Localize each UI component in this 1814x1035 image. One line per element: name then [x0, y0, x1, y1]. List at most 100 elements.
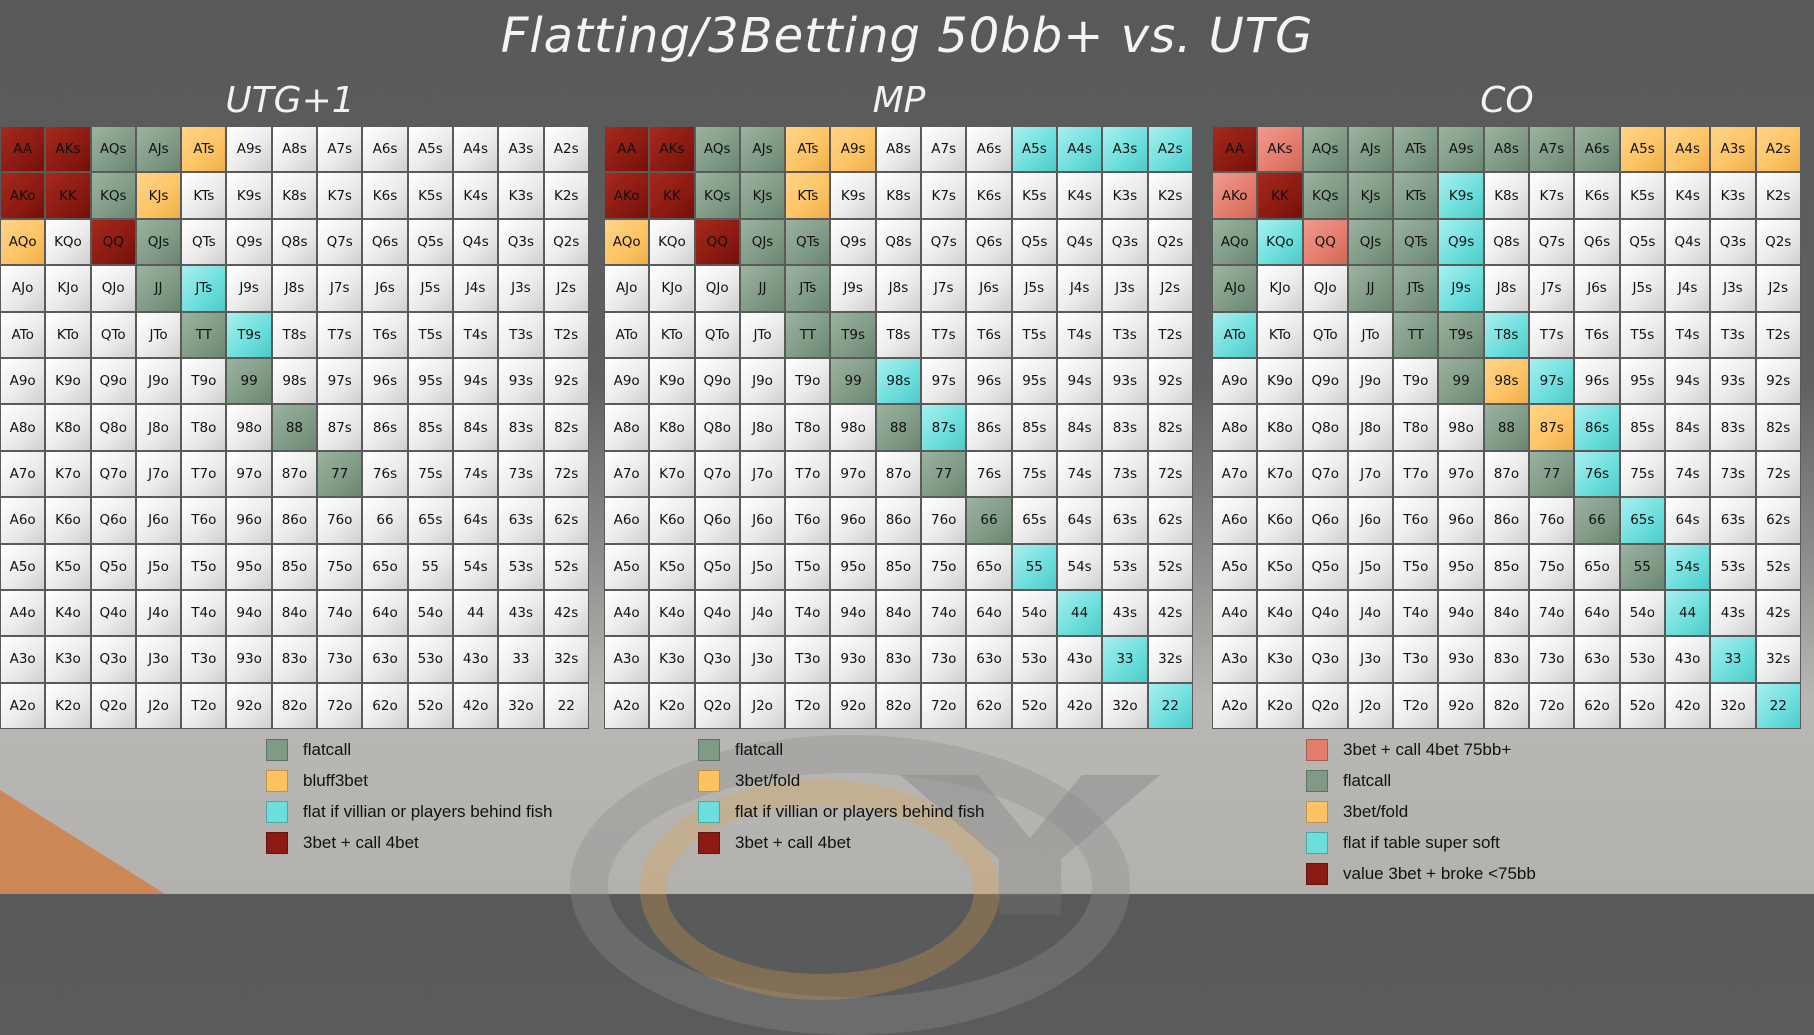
- hand-cell-q8o: Q8o: [1302, 404, 1348, 451]
- hand-cell-a8s: A8s: [1483, 126, 1530, 173]
- hand-cell-kqo: KQo: [45, 218, 91, 266]
- hand-cell-54s: 54s: [452, 543, 499, 590]
- hand-cell-q9s: Q9s: [830, 218, 876, 266]
- hand-cell-44: 44: [452, 589, 499, 637]
- hand-cell-ato: ATo: [604, 311, 650, 358]
- hand-cell-a4s: A4s: [1056, 126, 1103, 173]
- hand-cell-q3o: Q3o: [90, 636, 136, 683]
- hand-cell-j8o: J8o: [739, 404, 786, 451]
- hand-cell-jto: JTo: [1347, 311, 1394, 358]
- hand-cell-74o: 74o: [317, 589, 363, 637]
- hand-cell-92s: 92s: [543, 357, 589, 405]
- hand-cell-q7s: Q7s: [317, 218, 363, 266]
- legend-swatch-bluff: [698, 769, 720, 792]
- hand-cell-aqs: AQs: [694, 126, 740, 173]
- hand-cell-94o: 94o: [226, 589, 272, 637]
- hand-cell-aks: AKs: [1257, 126, 1303, 173]
- hand-cell-43s: 43s: [1102, 589, 1148, 637]
- hand-cell-63o: 63o: [966, 636, 1012, 683]
- hand-cell-74s: 74s: [1664, 450, 1711, 498]
- legend-swatch-light: [1306, 738, 1328, 761]
- hand-cell-98o: 98o: [830, 404, 876, 451]
- hand-cell-a3s: A3s: [1710, 126, 1756, 173]
- hand-cell-qts: QTs: [1393, 218, 1439, 266]
- hand-cell-j7o: J7o: [1347, 450, 1394, 498]
- hand-cell-t7o: T7o: [181, 450, 227, 498]
- hand-cell-84o: 84o: [271, 589, 318, 637]
- hand-cell-42s: 42s: [1755, 589, 1801, 637]
- hand-cell-j6o: J6o: [739, 497, 786, 544]
- hand-cell-jts: JTs: [1393, 265, 1439, 312]
- hand-cell-t4s: T4s: [1664, 311, 1711, 358]
- hand-cell-kjo: KJo: [45, 265, 91, 312]
- hand-cell-j5s: J5s: [407, 265, 453, 312]
- hand-cell-k2o: K2o: [1257, 682, 1303, 730]
- hand-cell-98s: 98s: [271, 357, 318, 405]
- hand-cell-t4s: T4s: [452, 311, 499, 358]
- hand-cell-qto: QTo: [90, 311, 136, 358]
- hand-cell-55: 55: [407, 543, 453, 590]
- hand-cell-94s: 94s: [452, 357, 499, 405]
- hand-cell-76s: 76s: [362, 450, 408, 498]
- hand-cell-52o: 52o: [1011, 682, 1057, 730]
- hand-cell-94s: 94s: [1056, 357, 1103, 405]
- hand-cell-62s: 62s: [1147, 497, 1193, 544]
- hand-cell-88: 88: [1483, 404, 1530, 451]
- hand-cell-q9o: Q9o: [1302, 357, 1348, 405]
- hand-cell-73s: 73s: [1102, 450, 1148, 498]
- hand-cell-q2s: Q2s: [1147, 218, 1193, 266]
- hand-cell-q5s: Q5s: [1011, 218, 1057, 266]
- hand-cell-ajs: AJs: [739, 126, 786, 173]
- legend-item-light: 3bet + call 4bet 75bb+: [1306, 734, 1536, 765]
- hand-cell-j3o: J3o: [135, 636, 182, 683]
- hand-cell-q9o: Q9o: [694, 357, 740, 405]
- hand-cell-q5s: Q5s: [407, 218, 453, 266]
- hand-cell-85o: 85o: [1483, 543, 1530, 590]
- hand-cell-52o: 52o: [407, 682, 453, 730]
- hand-cell-jts: JTs: [785, 265, 831, 312]
- hand-cell-q9o: Q9o: [90, 357, 136, 405]
- hand-cell-84s: 84s: [1056, 404, 1103, 451]
- legend-swatch-value: [1306, 862, 1328, 885]
- hand-cell-t2o: T2o: [785, 682, 831, 730]
- hand-cell-k5s: K5s: [1619, 172, 1665, 219]
- hand-cell-j2o: J2o: [1347, 682, 1394, 730]
- hand-cell-jj: JJ: [135, 265, 182, 312]
- legend-swatch-fish: [1306, 831, 1328, 854]
- hand-cell-99: 99: [1438, 357, 1484, 405]
- hand-cell-ako: AKo: [604, 172, 650, 219]
- hand-cell-a7o: A7o: [0, 450, 46, 498]
- hand-cell-q6o: Q6o: [1302, 497, 1348, 544]
- hand-cell-88: 88: [271, 404, 318, 451]
- hand-cell-k4o: K4o: [1257, 589, 1303, 637]
- hand-cell-96s: 96s: [1574, 357, 1620, 405]
- hand-cell-k6o: K6o: [45, 497, 91, 544]
- hand-cell-86o: 86o: [875, 497, 922, 544]
- hand-cell-j2s: J2s: [1755, 265, 1801, 312]
- hand-cell-65s: 65s: [407, 497, 453, 544]
- hand-cell-83s: 83s: [498, 404, 544, 451]
- hand-cell-k6o: K6o: [1257, 497, 1303, 544]
- hand-cell-77: 77: [317, 450, 363, 498]
- hand-cell-j5o: J5o: [135, 543, 182, 590]
- hand-cell-kqs: KQs: [694, 172, 740, 219]
- hand-cell-a8s: A8s: [875, 126, 922, 173]
- hand-cell-j6o: J6o: [1347, 497, 1394, 544]
- hand-cell-64s: 64s: [1056, 497, 1103, 544]
- hand-cell-65s: 65s: [1011, 497, 1057, 544]
- hand-cell-j3s: J3s: [498, 265, 544, 312]
- hand-cell-j8o: J8o: [135, 404, 182, 451]
- hand-cell-j5o: J5o: [739, 543, 786, 590]
- legend-swatch-bluff: [1306, 800, 1328, 823]
- legend-label: 3bet/fold: [735, 770, 801, 790]
- hand-cell-63s: 63s: [1710, 497, 1756, 544]
- hand-cell-92s: 92s: [1755, 357, 1801, 405]
- hand-cell-aa: AA: [0, 126, 46, 173]
- hand-cell-86s: 86s: [966, 404, 1012, 451]
- hand-cell-j7s: J7s: [921, 265, 967, 312]
- hand-cell-a9s: A9s: [830, 126, 876, 173]
- hand-cell-54s: 54s: [1056, 543, 1103, 590]
- hand-cell-j5s: J5s: [1011, 265, 1057, 312]
- hand-cell-99: 99: [830, 357, 876, 405]
- hand-cell-t2o: T2o: [181, 682, 227, 730]
